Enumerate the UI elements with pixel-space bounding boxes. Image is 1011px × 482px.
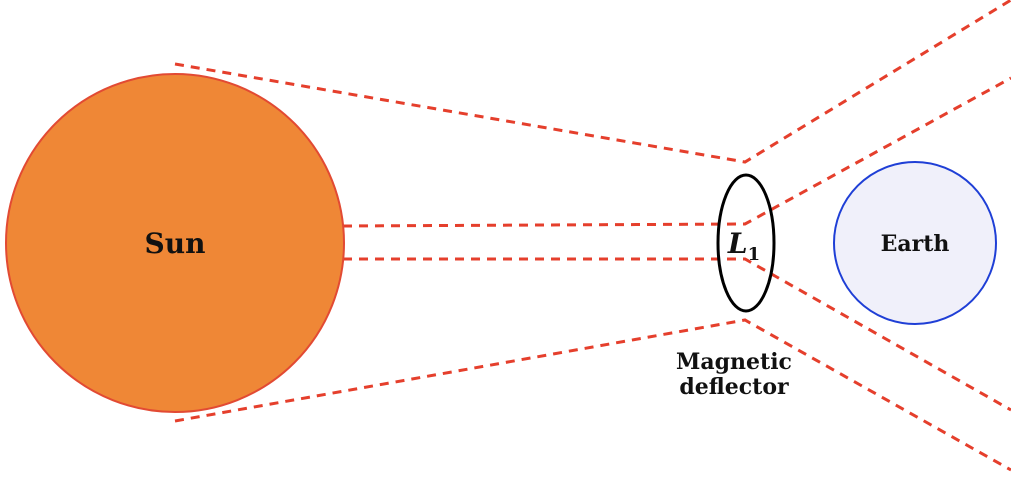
l1-label-main: L xyxy=(727,227,748,260)
solar-wind-lines xyxy=(174,0,1011,472)
l1-label: L1 xyxy=(727,227,760,265)
sun-label: Sun xyxy=(145,227,206,260)
wind-line-outer-top xyxy=(174,0,1011,164)
wind-line-inner-bottom xyxy=(343,257,1011,412)
earth-disc xyxy=(833,161,997,325)
deflector-caption-line1: Magnetic xyxy=(676,349,792,375)
earth-label: Earth xyxy=(881,231,950,257)
sun-disc xyxy=(5,73,345,413)
l1-label-subscript: 1 xyxy=(748,244,761,265)
wind-line-outer-bottom xyxy=(174,318,1011,472)
wind-line-inner-top xyxy=(342,76,1011,228)
deflector-caption-line2: deflector xyxy=(679,374,789,400)
magnetic-deflector-ellipse xyxy=(716,173,776,313)
